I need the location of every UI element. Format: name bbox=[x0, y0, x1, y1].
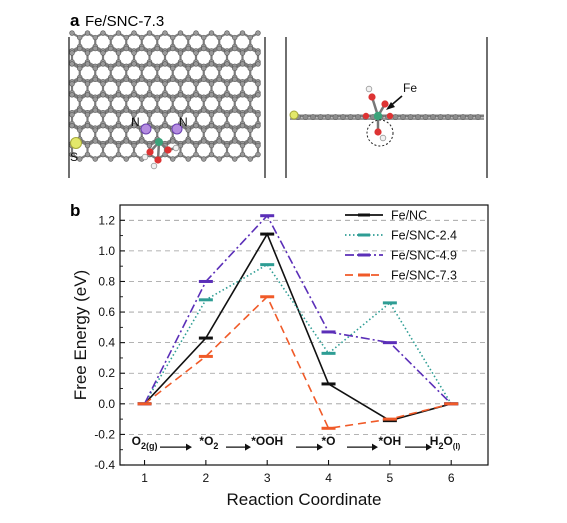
free-energy-chart: -0.4 -0.2 0.0 0.2 0.4 0.6 0.8 1.0 1.2 1 2 3 4 5 6 O2(… bbox=[71, 204, 489, 509]
fe-arrow bbox=[386, 95, 403, 110]
step-label: *O bbox=[322, 434, 336, 448]
label-s: S bbox=[70, 150, 78, 164]
y-tick-label: 0.6 bbox=[98, 305, 115, 319]
series-line-fe-snc-7-3 bbox=[144, 295, 452, 430]
y-tick-label: 0.4 bbox=[98, 336, 115, 350]
series-line-fe-snc-2-4 bbox=[143, 263, 452, 405]
y-tick-label: -0.2 bbox=[94, 427, 115, 441]
step-arrow-head bbox=[372, 443, 378, 451]
y-axis-ticks: -0.4 -0.2 0.0 0.2 0.4 0.6 0.8 1.0 1.2 bbox=[94, 204, 125, 472]
y-tick-label: 0.2 bbox=[98, 366, 115, 380]
top-view-structure: S N N bbox=[68, 30, 266, 178]
fe-adsorbate-top bbox=[141, 138, 180, 170]
panel-a-letter: a bbox=[70, 11, 80, 30]
legend-label: Fe/SNC-4.9 bbox=[391, 249, 457, 263]
x-tick-label: 6 bbox=[448, 471, 455, 485]
series-lines bbox=[143, 214, 452, 430]
x-axis-ticks: 1 2 3 4 5 6 bbox=[141, 460, 455, 485]
step-label: H2O(l) bbox=[430, 434, 461, 451]
nitrogen-atoms bbox=[140, 123, 183, 135]
step-arrow-head bbox=[245, 443, 251, 451]
x-tick-label: 3 bbox=[264, 471, 271, 485]
graphene-lattice bbox=[69, 30, 261, 162]
x-tick-label: 5 bbox=[387, 471, 394, 485]
step-label: *OOH bbox=[251, 434, 283, 448]
highlight-circle bbox=[366, 119, 394, 147]
sulfur-atom bbox=[70, 137, 82, 149]
panel-b-letter: b bbox=[70, 201, 80, 220]
legend-label: Fe/NC bbox=[391, 209, 427, 223]
step-arrow-head bbox=[186, 443, 192, 451]
gridlines bbox=[120, 219, 488, 435]
legend: Fe/NC Fe/SNC-2.4 Fe/SNC-4.9 Fe/SNC-7.3 bbox=[345, 209, 457, 283]
side-view-structure: Fe bbox=[285, 37, 488, 178]
step-arrow-head bbox=[426, 443, 432, 451]
step-label: O2(g) bbox=[132, 434, 158, 451]
y-tick-label: 1.0 bbox=[98, 244, 115, 258]
reaction-step-labels: O2(g) *O2 *OOH *O *OH H2O(l) bbox=[132, 434, 461, 451]
label-n2: N bbox=[179, 115, 188, 129]
x-tick-label: 1 bbox=[141, 471, 148, 485]
panel-a-title: Fe/SNC-7.3 bbox=[85, 13, 164, 30]
step-arrow-head bbox=[317, 443, 323, 451]
y-tick-label: 1.2 bbox=[98, 213, 115, 227]
x-axis-title: Reaction Coordinate bbox=[227, 490, 382, 509]
x-tick-label: 2 bbox=[203, 471, 210, 485]
fe-adsorbate-side bbox=[362, 85, 394, 142]
plot-frame bbox=[119, 204, 489, 466]
series-line-fe-snc-4-9 bbox=[143, 214, 452, 405]
label-fe: Fe bbox=[403, 81, 417, 95]
label-n1: N bbox=[131, 115, 140, 129]
y-tick-label: 0.0 bbox=[98, 397, 115, 411]
step-label: *O2 bbox=[199, 434, 218, 451]
y-tick-label: -0.4 bbox=[94, 458, 115, 472]
x-tick-label: 4 bbox=[325, 471, 332, 485]
y-tick-label: 0.8 bbox=[98, 274, 115, 288]
y-axis-title: Free Energy (eV) bbox=[71, 270, 90, 400]
step-label: *OH bbox=[379, 434, 402, 448]
series-marks bbox=[137, 214, 459, 430]
legend-label: Fe/SNC-2.4 bbox=[391, 229, 457, 243]
legend-label: Fe/SNC-7.3 bbox=[391, 269, 457, 283]
